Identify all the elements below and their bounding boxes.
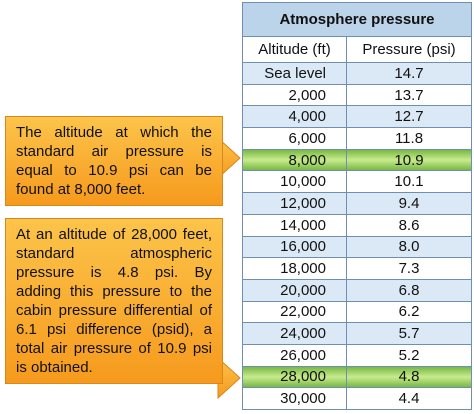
altitude-cell: 12,000 [242, 192, 347, 215]
table-title: Atmosphere pressure [242, 2, 472, 37]
pressure-cell: 4.4 [346, 387, 472, 410]
altitude-cell: 16,000 [242, 235, 347, 259]
altitude-cell: 4,000 [242, 105, 347, 129]
altitude-cell: 30,000 [242, 387, 347, 410]
pressure-cell: 9.4 [346, 192, 472, 215]
pressure-cell: 7.3 [346, 257, 472, 280]
pressure-cell: 6.2 [346, 300, 472, 324]
altitude-cell: 26,000 [242, 343, 347, 367]
pressure-cell: 4.8 [346, 365, 472, 389]
column-header: Altitude (ft) [242, 36, 347, 63]
pressure-cell: 14.7 [346, 62, 472, 85]
altitude-cell: 8,000 [242, 148, 347, 172]
pressure-cell: 13.7 [346, 83, 472, 107]
pressure-cell: 8.6 [346, 213, 472, 237]
table-row: 20,000 6.8 [242, 278, 472, 302]
altitude-cell: 24,000 [242, 322, 347, 345]
table-row: 18,000 7.3 [242, 257, 472, 280]
callout: The altitude at which the standard air p… [5, 116, 223, 206]
pressure-cell: 11.8 [346, 127, 472, 150]
pressure-cell: 10.1 [346, 170, 472, 194]
table-row: 22,000 6.2 [242, 300, 472, 324]
table-row: 24,000 5.7 [242, 322, 472, 345]
altitude-cell: 28,000 [242, 365, 347, 389]
column-header: Pressure (psi) [346, 36, 472, 63]
table-row: 14,000 8.6 [242, 213, 472, 237]
table-row: 2,000 13.7 [242, 83, 472, 107]
altitude-cell: 18,000 [242, 257, 347, 280]
table-row: 12,000 9.4 [242, 192, 472, 215]
altitude-cell: Sea level [242, 62, 347, 85]
altitude-cell: 2,000 [242, 83, 347, 107]
pressure-cell: 10.9 [346, 148, 472, 172]
table-row: Sea level 14.7 [242, 62, 472, 85]
altitude-cell: 22,000 [242, 300, 347, 324]
table-row: 30,000 4.4 [242, 387, 472, 410]
altitude-cell: 14,000 [242, 213, 347, 237]
pressure-table: Atmosphere pressure Altitude (ft) Pressu… [242, 2, 472, 410]
pressure-cell: 12.7 [346, 105, 472, 129]
pressure-cell: 5.2 [346, 343, 472, 367]
altitude-cell: 6,000 [242, 127, 347, 150]
altitude-cell: 10,000 [242, 170, 347, 194]
callout: At an altitude of 28,000 feet, standard … [5, 218, 223, 384]
table-row: 6,000 11.8 [242, 127, 472, 150]
table-row: 26,000 5.2 [242, 343, 472, 367]
pressure-cell: 8.0 [346, 235, 472, 259]
pressure-cell: 5.7 [346, 322, 472, 345]
pressure-cell: 6.8 [346, 278, 472, 302]
table-row: 4,000 12.7 [242, 105, 472, 129]
table-row: 28,000 4.8 [242, 365, 472, 389]
table-row: 10,000 10.1 [242, 170, 472, 194]
table-row: 8,000 10.9 [242, 148, 472, 172]
altitude-cell: 20,000 [242, 278, 347, 302]
table-row: 16,000 8.0 [242, 235, 472, 259]
